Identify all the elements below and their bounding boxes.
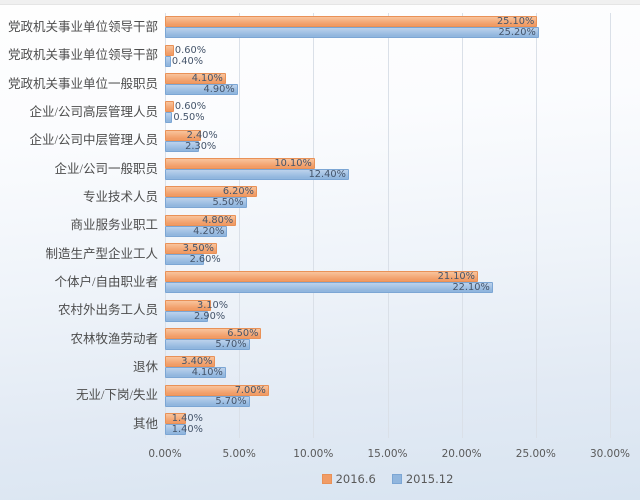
gridline (387, 13, 389, 438)
gridline (313, 13, 315, 438)
category-label: 企业/公司中层管理人员 (29, 133, 158, 148)
gridline (535, 13, 537, 438)
bar-value-label: 5.70% (215, 338, 247, 350)
bar-value-label: 10.10% (274, 157, 312, 169)
bar-value-label: 6.20% (222, 186, 254, 198)
bar-series-2015.12 (165, 27, 539, 39)
category-label: 商业服务业职工 (70, 218, 158, 233)
bar-series-2015.12 (165, 225, 228, 237)
category-label: 党政机关事业单位领导干部 (7, 20, 158, 34)
x-tick-label: 20.00% (441, 448, 482, 460)
bar-series-2016.6 (165, 186, 257, 198)
bar-value-label: 21.10% (437, 271, 475, 283)
bar-value-label: 2.30% (185, 140, 217, 152)
bar-value-label: 1.40% (171, 423, 203, 435)
bar-series-2015.12 (165, 83, 238, 95)
category-label: 企业/公司高层管理人员 (29, 105, 158, 119)
bar-value-label: 2.60% (189, 253, 221, 265)
category-label: 农村外出务工人员 (57, 303, 158, 318)
bar-value-label: 4.10% (191, 367, 223, 379)
bar-value-label: 2.40% (186, 129, 218, 141)
bar-series-2016.6 (165, 214, 237, 226)
bar-series-2016.6 (165, 16, 538, 28)
x-tick-label: 25.00% (515, 448, 556, 460)
bar-value-label: 3.40% (181, 356, 213, 368)
bar-series-2016.6 (165, 44, 174, 56)
legend-label-2016-6: 2016.6 (335, 472, 376, 486)
bar-chart-plot-area: 党政机关事业单位领导干部 25.10% 25.20% 党政机关事业单位领导干部 0.60… (8, 13, 611, 438)
bar-series-2015.12 (165, 338, 250, 350)
gridline (239, 13, 241, 438)
bar-series-2015.12 (165, 112, 173, 124)
bar-value-label: 22.10% (452, 282, 490, 294)
x-tick-label: 0.00% (148, 448, 182, 460)
top-window-band (0, 0, 640, 5)
category-label: 个体户/自由职业者 (54, 275, 158, 289)
category-label: 农林牧渔劳动者 (70, 331, 158, 346)
bar-value-label: 0.50% (173, 112, 205, 124)
bar-series-2015.12 (165, 282, 493, 294)
category-label: 制造生产型企业工人 (45, 246, 158, 261)
legend-swatch-2016-6 (321, 474, 332, 484)
bar-series-2015.12 (165, 197, 247, 209)
bar-value-label: 1.40% (171, 412, 203, 424)
gridline (461, 13, 463, 438)
bar-value-label: 3.50% (182, 242, 214, 254)
category-label: 企业/公司一般职员 (54, 161, 158, 176)
bar-series-2015.12 (165, 395, 250, 407)
bar-value-label: 4.10% (191, 72, 223, 84)
bar-series-2016.6 (165, 356, 216, 368)
chart-legend: 2016.6 2015.12 (165, 472, 610, 486)
bar-series-2015.12 (165, 423, 186, 435)
x-tick-label: 5.00% (222, 448, 256, 460)
legend-swatch-2015-12 (391, 474, 402, 484)
bar-value-label: 25.10% (496, 16, 535, 28)
bar-value-label: 5.70% (215, 395, 247, 407)
bar-series-2016.6 (165, 271, 478, 283)
bar-series-2016.6 (165, 384, 269, 396)
bar-series-2016.6 (165, 327, 262, 339)
bar-series-2016.6 (165, 242, 217, 254)
bar-value-label: 4.20% (193, 225, 225, 237)
bar-value-label: 5.50% (212, 197, 244, 209)
x-tick-label: 30.00% (589, 448, 631, 460)
category-label: 退休 (132, 360, 158, 374)
bar-value-label: 3.10% (196, 299, 229, 311)
bar-value-label: 4.90% (203, 83, 235, 95)
bar-series-2016.6 (165, 299, 211, 311)
legend-label-2015-12: 2015.12 (405, 472, 454, 486)
bar-series-2016.6 (165, 72, 226, 84)
bar-series-2015.12 (165, 367, 226, 379)
category-label: 专业技术人员 (82, 190, 158, 204)
bar-value-label: 6.50% (227, 327, 259, 339)
category-label: 无业/下岗/失业 (76, 388, 158, 403)
x-axis: 0.00% 5.00% 10.00% 15.00% 20.00% 25.00% 30.00% (148, 448, 630, 464)
bar-value-label: 25.20% (498, 27, 536, 39)
bar-series-2016.6 (165, 157, 315, 169)
bar-series-2015.12 (165, 310, 209, 322)
legend-item-2016-6: 2016.6 (321, 472, 376, 486)
bar-value-label: 7.00% (234, 384, 266, 396)
x-tick-label: 15.00% (367, 448, 408, 460)
category-label: 党政机关事业单位领导干部 (7, 48, 158, 63)
bar-series-2016.6 (165, 101, 174, 113)
bar-series-2016.6 (165, 412, 186, 424)
legend-item-2015-12: 2015.12 (391, 472, 454, 486)
bar-series-2015.12 (165, 55, 171, 67)
x-tick-label: 10.00% (293, 448, 334, 460)
bar-value-label: 0.40% (171, 55, 204, 67)
bar-series-2015.12 (165, 253, 204, 265)
gridline (610, 13, 611, 438)
bar-value-label: 0.60% (174, 101, 207, 113)
bar-value-label: 4.80% (202, 214, 234, 226)
bar-series-2015.12 (165, 168, 349, 180)
bar-value-label: 2.90% (194, 310, 226, 322)
category-label: 党政机关事业单位一般职员 (7, 76, 158, 91)
bar-series-2016.6 (165, 129, 201, 141)
bar-value-label: 12.40% (308, 168, 346, 180)
bar-series-2015.12 (165, 140, 200, 152)
category-label: 其他 (132, 416, 158, 431)
bar-value-label: 0.60% (174, 44, 207, 56)
